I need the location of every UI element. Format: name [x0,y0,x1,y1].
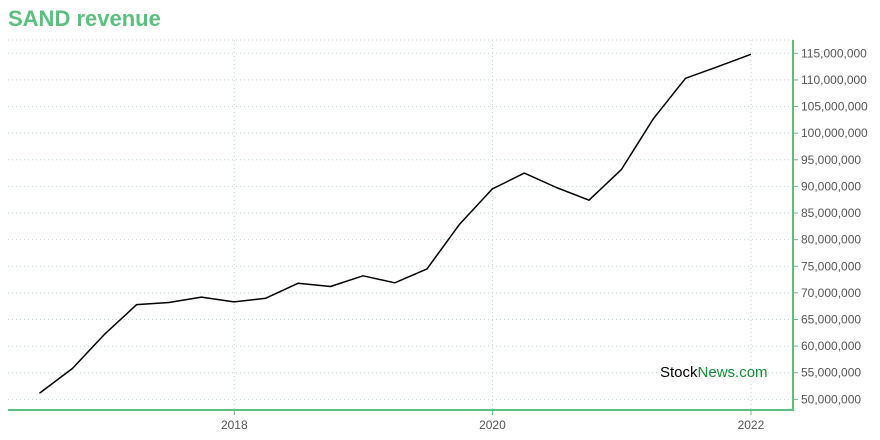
y-tick-label: 85,000,000 [801,206,861,220]
stocknews-watermark: StockNews.com [660,364,768,381]
revenue-data-point [459,223,461,225]
revenue-data-point [168,301,170,304]
y-tick-label: 65,000,000 [801,312,861,326]
revenue-data-point [426,268,428,270]
revenue-data-point [362,275,364,277]
revenue-data-point [104,333,106,335]
grid-layer [8,39,793,410]
watermark-news: News.com [697,364,768,381]
y-tick-label: 100,000,000 [801,126,868,140]
revenue-data-point [136,304,138,306]
y-tick-label: 70,000,000 [801,286,861,300]
revenue-series-line [39,53,751,394]
x-tick-label: 2020 [479,418,506,432]
y-tick-label: 115,000,000 [801,46,867,60]
label-layer: 50,000,000 55,000,000 60,000,000 65,000,000… [221,46,868,432]
y-tick-label: 60,000,000 [801,339,861,353]
axis-layer [8,40,798,415]
revenue-data-point [684,77,687,79]
revenue-data-point [652,118,654,120]
revenue-data-point [750,53,752,56]
y-tick-label: 75,000,000 [801,259,861,273]
x-tick-label: 2022 [738,418,765,432]
revenue-data-point [297,282,299,284]
revenue-data-point [71,367,73,370]
series-layer [39,53,752,394]
revenue-data-point [620,168,623,170]
y-tick-label: 105,000,000 [801,100,868,114]
watermark-stock: Stock [660,364,698,381]
revenue-data-point [491,188,493,190]
revenue-data-point [200,296,202,298]
y-tick-label: 80,000,000 [801,233,861,247]
y-tick-label: 110,000,000 [801,73,867,87]
y-tick-label: 55,000,000 [801,366,861,380]
revenue-data-point [394,282,396,284]
revenue-data-point [555,186,558,189]
revenue-data-point [233,301,235,303]
revenue-data-point [523,172,525,174]
revenue-data-point [265,297,267,299]
revenue-data-point [588,199,590,201]
x-tick-label: 2018 [221,418,248,432]
y-tick-label: 95,000,000 [801,153,861,167]
y-tick-label: 50,000,000 [801,392,861,406]
revenue-data-point [717,66,719,68]
revenue-data-point [329,285,332,288]
chart-title: SAND revenue [8,6,161,31]
revenue-data-point [39,392,41,394]
y-tick-label: 90,000,000 [801,179,861,193]
